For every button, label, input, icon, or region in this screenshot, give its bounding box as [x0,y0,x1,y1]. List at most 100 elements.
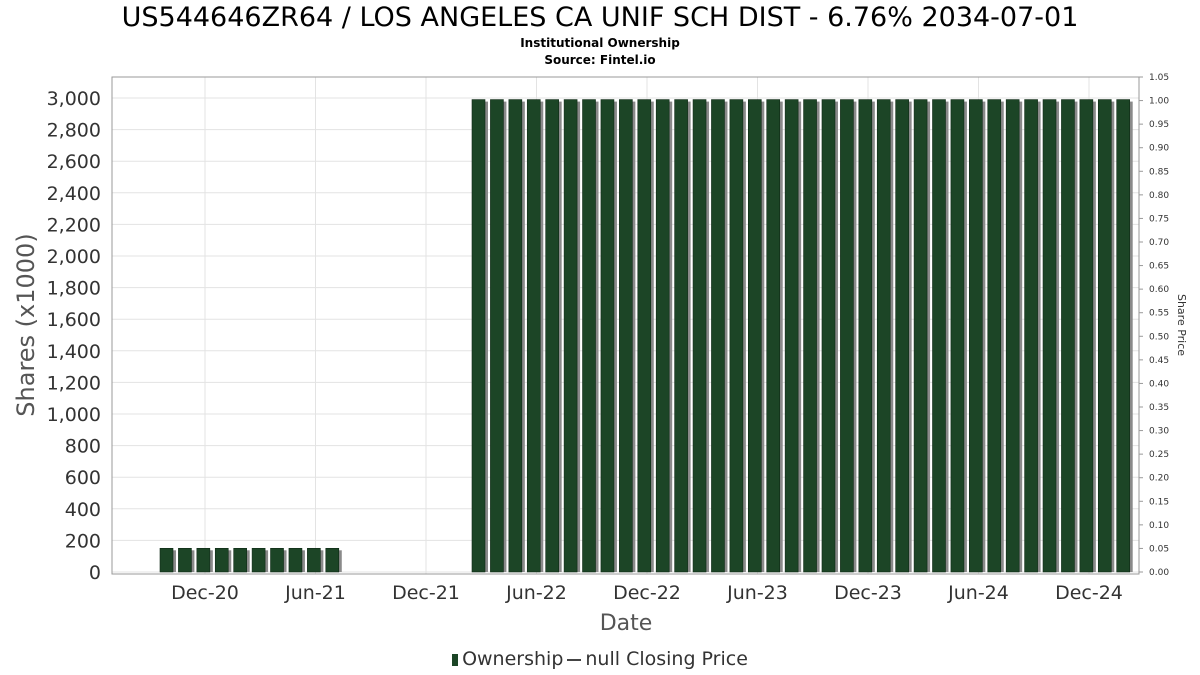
ownership-bar [784,99,799,573]
y2-tick-label: 0.45 [1149,356,1169,366]
ownership-bar [325,547,340,573]
ownership-bar [1116,99,1130,573]
ownership-bar [969,99,983,573]
ownership-bar [196,547,211,573]
x-tick-label: Jun-24 [947,582,1009,604]
y-tick-label: 2,400 [47,183,101,205]
ownership-bar [932,99,946,573]
y-tick-label: 2,800 [47,120,101,142]
bars [159,99,1133,573]
y-tick-label: 2,200 [47,214,101,236]
y2-tick-label: 0.35 [1149,403,1169,413]
chart-title: US544646ZR64 / LOS ANGELES CA UNIF SCH D… [121,2,1079,33]
y2-tick-label: 0.75 [1149,214,1169,224]
ownership-bar [178,547,192,573]
ownership-bar [655,99,670,573]
ownership-bar [471,99,486,573]
ownership-bar [1005,99,1020,573]
y-axis-ticks: 0 200 400 600 800 1,000 1,200 1,400 1,600 1,800 2,… [47,88,101,584]
x-tick-label: Jun-21 [284,582,346,604]
y2-tick-label: 0.55 [1149,309,1169,319]
y-tick-label: 2,000 [47,246,101,268]
ownership-bar [233,547,247,573]
ownership-bar [803,99,817,573]
ownership-bar [711,99,725,573]
ownership-bar [600,99,615,573]
ownership-bar [766,99,781,573]
y2-axis-ticks: 0.00 0.05 0.10 0.15 0.20 0.25 0.30 0.35 0.40 0.45… [1139,73,1169,578]
ownership-bar [895,99,909,573]
legend: Ownership null Closing Price [0,648,1200,670]
y-tick-label: 3,000 [47,88,101,110]
ownership-bar [747,99,762,573]
y-tick-label: 1,000 [47,404,101,426]
chart-subtitle: Institutional Ownership [520,36,680,50]
x-tick-label: Dec-20 [171,582,239,604]
y-tick-label: 1,600 [47,309,101,331]
ownership-bar [1042,99,1057,573]
x-tick-label: Dec-23 [834,582,902,604]
ownership-bar [1061,99,1075,573]
x-tick-label: Dec-21 [392,582,460,604]
y-tick-label: 600 [65,467,101,489]
y-tick-label: 0 [89,562,101,584]
price-legend-line [567,658,582,661]
y2-tick-label: 0.85 [1149,167,1169,177]
ownership-bar [251,547,266,573]
ownership-bar [692,99,707,573]
ownership-bar [307,547,321,573]
y-tick-label: 2,600 [47,151,101,173]
y2-axis-label: Share Price [1175,294,1188,356]
ownership-bar [490,99,504,573]
y2-tick-label: 0.60 [1149,285,1169,295]
y-tick-label: 800 [65,436,101,458]
ownership-bar [526,99,541,573]
ownership-bar [563,99,578,573]
ownership-bar [288,547,303,573]
ownership-bar [637,99,652,573]
y2-tick-label: 0.50 [1149,332,1169,342]
y2-tick-label: 0.65 [1149,262,1169,272]
ownership-legend-swatch [452,653,459,666]
y-tick-label: 400 [65,499,101,521]
y2-tick-label: 0.90 [1149,144,1169,154]
y-axis-label: Shares (x1000) [12,233,40,416]
ownership-bar [950,99,965,573]
ownership-bar [913,99,928,573]
y2-tick-label: 1.00 [1149,97,1169,107]
y-tick-label: 1,200 [47,372,101,394]
y2-tick-label: 0.40 [1149,379,1169,389]
ownership-bar [1024,99,1038,573]
ownership-legend-label: Ownership [462,648,564,670]
ownership-bar [214,547,229,573]
ownership-bar [545,99,559,573]
ownership-bar [270,547,284,573]
ownership-bar [1097,99,1112,573]
y2-tick-label: 0.00 [1149,568,1169,578]
ownership-bar [987,99,1002,573]
ownership-bar [1079,99,1094,573]
y-tick-label: 200 [65,530,101,552]
ownership-bar [840,99,854,573]
y2-tick-label: 1.05 [1149,73,1169,83]
ownership-bar [159,547,174,573]
x-axis-label: Date [600,611,653,636]
y2-tick-label: 0.95 [1149,120,1169,130]
x-tick-label: Dec-22 [613,582,681,604]
ownership-bar [876,99,891,573]
y2-tick-label: 0.20 [1149,474,1169,484]
y2-tick-label: 0.25 [1149,450,1169,460]
ownership-bar [508,99,523,573]
ownership-bar [821,99,836,573]
y-tick-label: 1,400 [47,341,101,363]
x-tick-label: Jun-23 [726,582,788,604]
x-axis-ticks: Dec-20 Jun-21 Dec-21 Jun-22 Dec-22 Jun-23 Dec-… [171,582,1123,604]
plot-frame [111,76,1140,575]
ownership-bar [582,99,596,573]
ownership-bar [858,99,873,573]
y2-tick-label: 0.30 [1149,427,1169,437]
x-tick-label: Dec-24 [1055,582,1123,604]
ownership-bar [619,99,633,573]
y2-tick-label: 0.05 [1149,544,1169,554]
